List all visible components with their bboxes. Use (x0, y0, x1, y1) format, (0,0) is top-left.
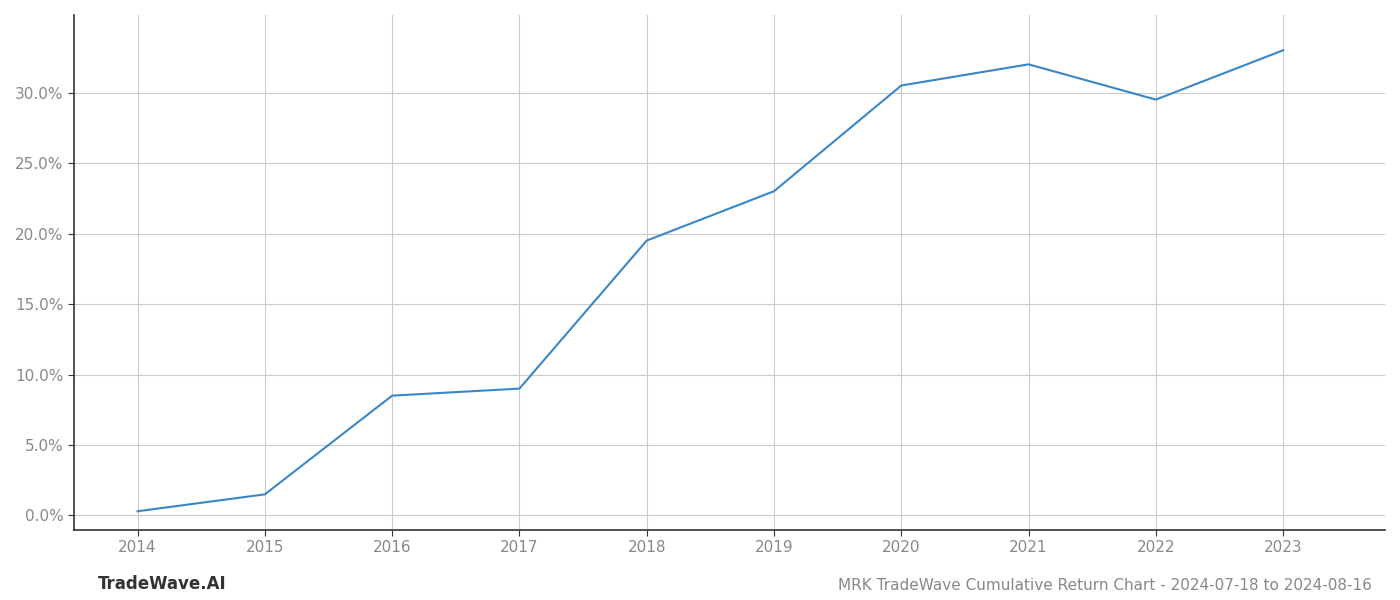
Text: MRK TradeWave Cumulative Return Chart - 2024-07-18 to 2024-08-16: MRK TradeWave Cumulative Return Chart - … (839, 578, 1372, 593)
Text: TradeWave.AI: TradeWave.AI (98, 575, 227, 593)
